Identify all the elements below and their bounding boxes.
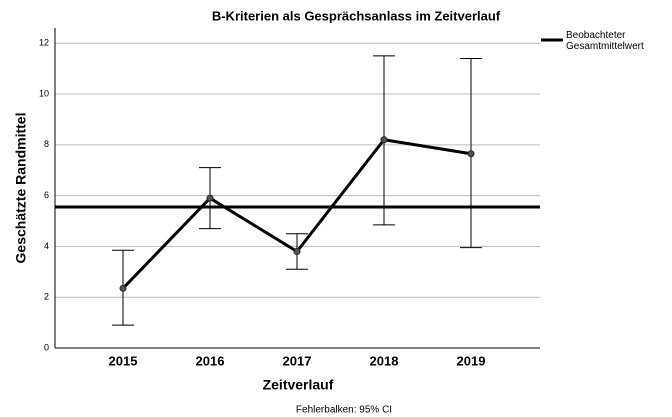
data-point <box>380 136 388 144</box>
y-tick-label: 2 <box>44 292 49 302</box>
y-tick-label: 10 <box>39 88 49 98</box>
footnote: Fehlerbalken: 95% CI <box>296 405 392 416</box>
x-axis-label: Zeitverlauf <box>263 377 334 393</box>
data-point <box>119 284 127 292</box>
legend-label-line: Gesamtmittelwert <box>566 41 644 52</box>
data-point <box>206 194 214 202</box>
y-tick-label: 12 <box>39 38 49 48</box>
x-tick-label: 2018 <box>370 353 399 368</box>
x-tick-label: 2017 <box>283 353 312 368</box>
legend-label-line: Beobachteter <box>566 30 626 41</box>
x-tick-label: 2019 <box>457 353 486 368</box>
legend-label: Beobachteter Gesamtmittelwert <box>566 30 644 52</box>
y-tick-label: 0 <box>44 342 49 352</box>
y-tick-label: 8 <box>44 139 49 149</box>
x-tick-label: 2015 <box>109 353 138 368</box>
x-tick-label: 2016 <box>196 353 225 368</box>
y-tick-label: 4 <box>44 241 49 251</box>
y-tick-label: 6 <box>44 190 49 200</box>
data-point <box>467 150 475 158</box>
y-axis-label: Geschätzte Randmittel <box>13 113 29 264</box>
data-point <box>293 247 301 255</box>
chart-title: B-Kriterien als Gesprächsanlass im Zeitv… <box>212 8 501 23</box>
